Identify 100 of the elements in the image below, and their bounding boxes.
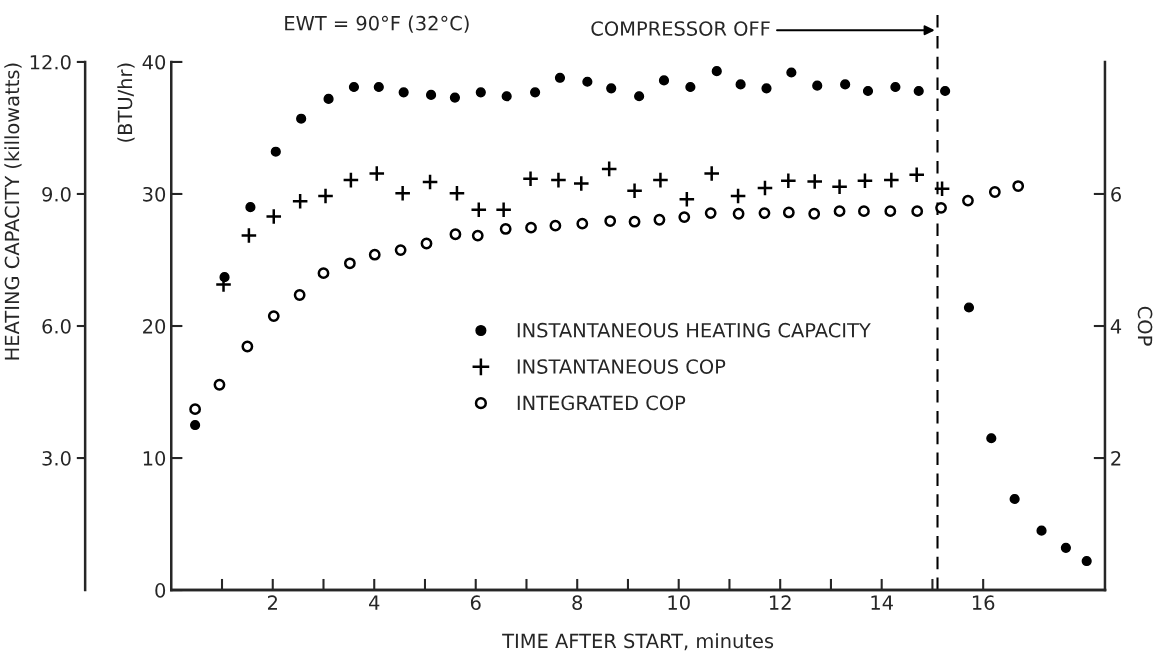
y3-tick-label: 9.0 (42, 186, 71, 202)
point (425, 89, 437, 101)
point (806, 172, 824, 190)
point (475, 87, 486, 98)
point (317, 267, 330, 280)
point (890, 81, 901, 93)
point (862, 85, 874, 97)
point (348, 81, 360, 93)
point (448, 184, 466, 202)
point (267, 310, 280, 323)
point (685, 81, 696, 93)
point (756, 179, 774, 197)
x-tick-label: 16 (972, 595, 995, 610)
point (963, 302, 975, 313)
point (628, 215, 641, 228)
point (908, 166, 926, 184)
point (343, 257, 356, 270)
y-tick-label: 40 (142, 54, 166, 70)
x-tick-label: 10 (668, 595, 690, 610)
point (678, 211, 691, 223)
point (761, 83, 772, 94)
point (884, 205, 897, 218)
x-tick-label: 14 (871, 595, 893, 610)
point (704, 207, 717, 220)
point (1060, 542, 1071, 553)
point (189, 403, 202, 416)
y2-tick-label: 2 (1111, 451, 1121, 466)
point (735, 79, 746, 90)
point (606, 83, 617, 94)
point (758, 207, 771, 220)
point (1012, 180, 1025, 192)
point (626, 182, 644, 200)
point (316, 187, 335, 205)
point (323, 93, 334, 104)
point (421, 173, 439, 191)
y3-axis-title: HEATING CAPACITY (killowatts) (4, 63, 22, 360)
point (549, 219, 562, 232)
point (856, 172, 874, 190)
y2-tick-label: 4 (1110, 319, 1122, 334)
point (449, 228, 462, 241)
point (495, 201, 513, 219)
point (549, 171, 567, 189)
point (782, 206, 795, 219)
point (833, 205, 846, 218)
x-tick-label: 8 (572, 595, 583, 610)
point (554, 72, 566, 83)
point (373, 81, 384, 93)
point (291, 192, 309, 210)
x-tick-label: 2 (267, 595, 277, 610)
point (572, 174, 590, 192)
chart-title: EWT = 90°F (32°C) (285, 15, 469, 33)
point (678, 190, 696, 208)
y-tick-label: 30 (143, 186, 166, 202)
point (576, 217, 589, 230)
point (368, 248, 381, 261)
point (1036, 525, 1047, 536)
point (499, 223, 512, 235)
point (882, 171, 900, 189)
y2-axis-title: COP (1137, 306, 1153, 346)
point (1081, 555, 1092, 567)
x-axis-title: TIME AFTER START, minutes (502, 633, 774, 651)
point (653, 213, 666, 226)
point (858, 205, 870, 218)
x-tick-label: 12 (769, 595, 791, 610)
point (342, 171, 360, 189)
point (394, 184, 412, 202)
y3-tick-label: 3.0 (42, 451, 71, 466)
point (582, 76, 593, 87)
point (786, 67, 797, 78)
legend-label: INSTANTANEOUS HEATING CAPACITY (517, 322, 871, 338)
point (600, 160, 618, 178)
point (703, 164, 721, 183)
point (831, 178, 849, 196)
y3-tick-label: 12.0 (30, 54, 71, 70)
y-tick-label: 20 (143, 318, 166, 334)
point (265, 207, 283, 225)
y3-tick-label: 6.0 (42, 318, 71, 334)
y-tick-label: 0 (155, 583, 166, 598)
point (240, 227, 258, 245)
point (840, 79, 851, 90)
point (270, 146, 281, 157)
y2-tick-label: 6 (1111, 186, 1121, 202)
point (940, 85, 951, 97)
point (213, 378, 226, 391)
x-tick-label: 4 (369, 595, 380, 610)
point (962, 194, 974, 207)
point (241, 340, 254, 353)
point (651, 171, 669, 189)
legend-label: INSTANTANEOUS COP (517, 359, 726, 374)
y-tick-label: 10 (143, 451, 166, 466)
point (634, 91, 645, 102)
point (420, 237, 433, 250)
point (449, 92, 461, 103)
point (1009, 493, 1020, 505)
x-tick-label: 6 (470, 595, 481, 610)
point (986, 433, 997, 444)
point (658, 75, 670, 86)
point (394, 244, 407, 256)
point (471, 229, 484, 242)
point (933, 180, 951, 198)
